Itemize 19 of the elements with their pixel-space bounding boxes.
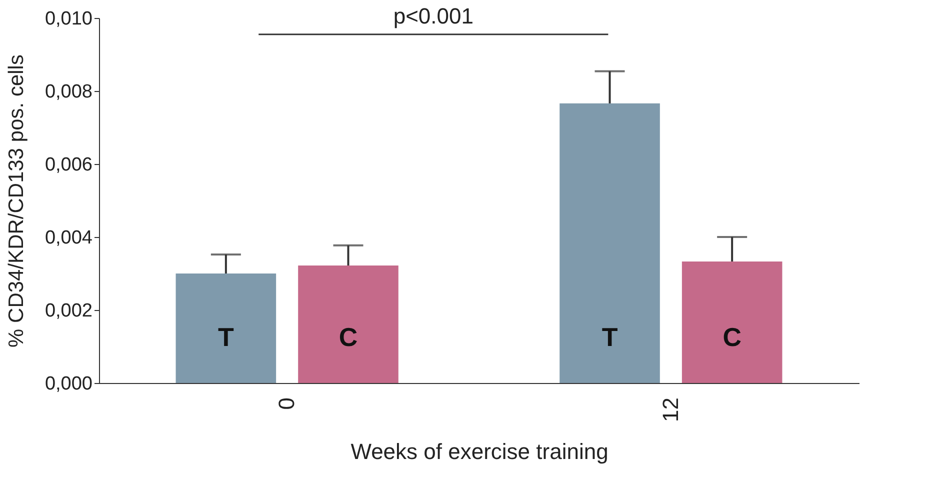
y-tick-label: 0,004 (44, 228, 93, 248)
text: T (602, 322, 618, 352)
series-label: T (218, 322, 234, 352)
y-tick-label: 0,000 (44, 374, 92, 394)
annotation: p<0.001 (393, 3, 474, 28)
y-tick-label: 0,002 (44, 300, 92, 322)
x-tick-label: 12 (658, 398, 683, 422)
bar (682, 261, 782, 383)
bar (176, 274, 276, 383)
bar (298, 265, 398, 383)
series-label: C (338, 322, 358, 352)
text: C (722, 322, 742, 352)
y-tick-label: 0,010 (44, 8, 92, 30)
bar (560, 103, 660, 383)
x-axis-title: Weeks of exercise training (350, 438, 608, 464)
y-tick-label: 0,006 (44, 154, 92, 176)
x-tick-label: 0 (274, 398, 300, 410)
y-tick-label: 0,008 (44, 82, 92, 102)
y-axis-title: % CD34/KDR/CD133 pos. cells (4, 54, 28, 348)
